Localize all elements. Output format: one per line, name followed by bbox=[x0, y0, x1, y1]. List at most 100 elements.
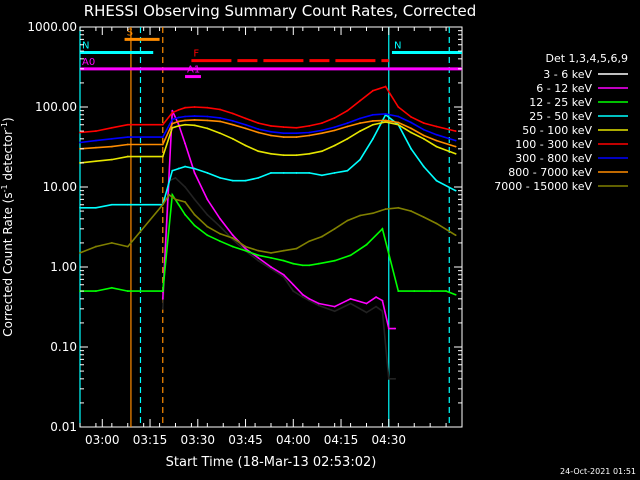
series-point bbox=[206, 119, 209, 122]
x-tick-label: 04:15 bbox=[324, 433, 359, 447]
series-point bbox=[206, 106, 209, 109]
y-tick-label: 0.01 bbox=[50, 420, 77, 434]
series-point bbox=[174, 198, 177, 201]
series-point bbox=[231, 179, 234, 182]
series-point bbox=[206, 225, 209, 228]
series-point bbox=[193, 115, 196, 117]
series-point bbox=[219, 232, 221, 235]
series-point bbox=[410, 210, 412, 212]
series-point bbox=[333, 126, 336, 129]
flag-label: A0 bbox=[82, 57, 95, 68]
series-point bbox=[381, 227, 384, 230]
series-point bbox=[317, 262, 320, 265]
series-point bbox=[308, 131, 311, 134]
series-point bbox=[219, 217, 221, 220]
series-point bbox=[292, 262, 295, 265]
series-point bbox=[333, 227, 336, 230]
series-point bbox=[321, 235, 323, 238]
series-point bbox=[184, 186, 186, 188]
legend-label: 12 - 25 keV bbox=[529, 96, 592, 109]
series-point bbox=[359, 99, 362, 102]
x-tick-label: 04:00 bbox=[276, 433, 311, 447]
series-point bbox=[257, 150, 260, 153]
series-point bbox=[397, 106, 400, 108]
flag-label: A1 bbox=[187, 65, 200, 76]
series-point bbox=[206, 213, 209, 216]
series-point bbox=[295, 126, 298, 129]
series-point bbox=[371, 123, 374, 126]
series-point bbox=[270, 130, 272, 133]
y-tick-label: 1.00 bbox=[50, 260, 77, 274]
series-point bbox=[308, 125, 311, 127]
series-point bbox=[454, 139, 457, 142]
series-point bbox=[206, 127, 209, 130]
series-point bbox=[257, 254, 260, 257]
y-tick-label: 0.10 bbox=[50, 340, 77, 354]
series-point bbox=[321, 174, 323, 177]
legend-label: 800 - 7000 keV bbox=[508, 166, 592, 179]
series-point bbox=[435, 125, 438, 128]
series-point bbox=[184, 115, 186, 118]
series-point bbox=[110, 145, 113, 148]
y-tick-label: 1000.00 bbox=[27, 20, 77, 34]
series-point bbox=[282, 126, 285, 129]
series-point bbox=[435, 139, 438, 142]
series-point bbox=[308, 264, 311, 267]
series-point bbox=[79, 141, 81, 144]
series-point bbox=[371, 212, 374, 215]
series-point bbox=[410, 121, 412, 124]
series-point bbox=[317, 304, 320, 307]
series-point bbox=[282, 132, 285, 135]
series-point bbox=[231, 120, 234, 122]
series-point bbox=[206, 115, 209, 118]
series-point bbox=[371, 120, 374, 122]
series-point bbox=[206, 172, 209, 174]
series-point bbox=[193, 198, 196, 201]
series-point bbox=[95, 290, 97, 292]
series-point bbox=[333, 129, 336, 132]
series-point bbox=[95, 206, 97, 209]
series-point bbox=[206, 234, 209, 237]
series-point bbox=[231, 237, 234, 239]
series-point bbox=[177, 108, 180, 111]
series-point bbox=[282, 154, 285, 157]
series-point bbox=[321, 150, 323, 153]
series-point bbox=[333, 310, 336, 313]
series-point bbox=[270, 266, 272, 268]
series-point bbox=[295, 247, 298, 250]
series-point bbox=[394, 377, 397, 380]
flag-label: F bbox=[193, 49, 199, 60]
series-point bbox=[161, 290, 164, 292]
series-point bbox=[270, 172, 272, 174]
legend-label: 7000 - 15000 keV bbox=[494, 180, 592, 193]
series-point bbox=[244, 144, 247, 147]
series-point bbox=[365, 302, 368, 305]
legend-label: 6 - 12 keV bbox=[536, 82, 592, 95]
series-point bbox=[193, 118, 196, 121]
series-point bbox=[257, 259, 260, 262]
series-point bbox=[231, 234, 234, 237]
series-point bbox=[231, 245, 234, 248]
series-point bbox=[95, 146, 97, 149]
series-point bbox=[301, 264, 304, 267]
series-point bbox=[384, 85, 387, 88]
vertical-markers bbox=[79, 27, 450, 427]
series-point bbox=[397, 123, 400, 126]
series-point bbox=[317, 302, 320, 305]
series-point bbox=[435, 179, 438, 182]
series-point bbox=[371, 89, 374, 92]
series-point bbox=[110, 137, 113, 140]
series-point bbox=[177, 116, 180, 119]
series-point bbox=[110, 286, 113, 289]
x-tick-label: 03:15 bbox=[133, 433, 168, 447]
series-point bbox=[292, 290, 295, 292]
x-tick-label: 03:45 bbox=[228, 433, 263, 447]
series-point bbox=[193, 213, 196, 216]
series-point bbox=[177, 203, 180, 206]
series-point bbox=[454, 145, 457, 148]
series-point bbox=[397, 206, 400, 209]
series-point bbox=[171, 111, 174, 114]
series-point bbox=[219, 117, 221, 119]
series-point bbox=[359, 117, 362, 120]
series-point bbox=[422, 216, 425, 219]
